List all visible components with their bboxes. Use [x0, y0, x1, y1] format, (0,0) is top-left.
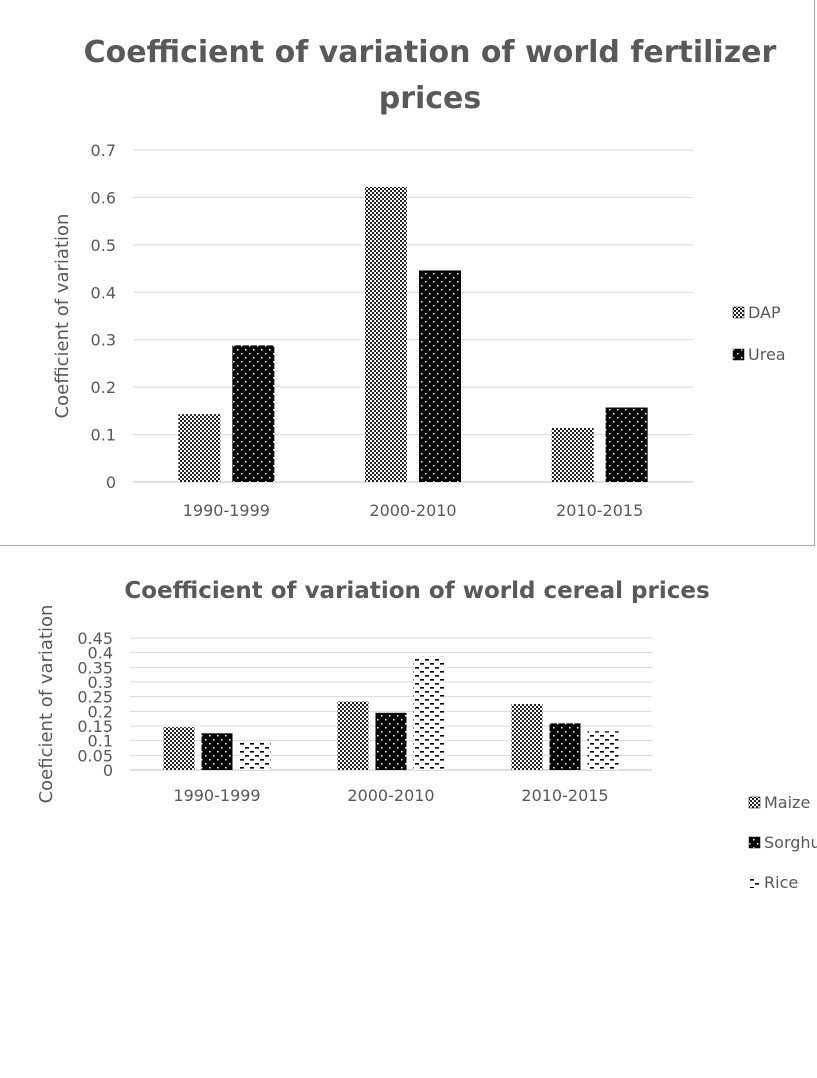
- cereal-chart-svg: Coefficient of variation of world cereal…: [36, 578, 817, 892]
- bar-dap-2000-2010: [365, 186, 407, 482]
- fertilizer-chart-svg: Coefficient of variation of world fertil…: [52, 35, 786, 520]
- y-tick-label: 0.1: [91, 426, 116, 445]
- x-tick-label: 1990-1999: [183, 501, 270, 520]
- y-tick-label: 0.35: [77, 658, 113, 677]
- x-tick-label: 2010-2015: [556, 501, 643, 520]
- y-tick-label: 0.1: [88, 732, 113, 751]
- legend-label-sorghum: Sorghum: [764, 833, 817, 852]
- legend-swatch-dap: [732, 306, 745, 319]
- legend-label-maize: Maize: [764, 793, 810, 812]
- legend-label-urea: Urea: [748, 345, 786, 364]
- bar-urea-2000-2010: [419, 270, 461, 482]
- chart-title: Coefficient of variation of world cereal…: [124, 578, 709, 604]
- legend-swatch-rice: [749, 877, 760, 888]
- legend-label-dap: DAP: [748, 303, 781, 322]
- x-tick-label: 2010-2015: [521, 786, 608, 805]
- bar-rice-1990-1999: [239, 742, 271, 770]
- y-tick-label: 0: [106, 473, 116, 492]
- y-tick-label: 0.5: [91, 236, 116, 255]
- y-tick-label: 0.2: [88, 702, 113, 721]
- cereal-chart: Coefficient of variation of world cereal…: [0, 550, 817, 1078]
- bar-sorghum-2000-2010: [375, 712, 407, 770]
- legend-label-rice: Rice: [764, 873, 798, 892]
- y-tick-label: 0.15: [77, 717, 113, 736]
- y-tick-label: 0.05: [77, 746, 113, 765]
- y-tick-label: 0.4: [91, 283, 116, 302]
- y-tick-label: 0.25: [77, 688, 113, 707]
- y-tick-label: 0.4: [88, 644, 113, 663]
- y-tick-label: 0: [103, 761, 113, 780]
- y-tick-label: 0.7: [91, 141, 116, 160]
- y-tick-label: 0.45: [77, 629, 113, 648]
- chart-title: prices: [379, 81, 482, 116]
- x-tick-label: 2000-2010: [347, 786, 434, 805]
- legend-swatch-urea: [732, 348, 745, 361]
- y-tick-label: 0.6: [91, 188, 116, 207]
- legend-swatch-sorghum: [748, 836, 761, 849]
- y-axis-title: Coefficient of variation: [52, 214, 73, 419]
- bar-maize-1990-1999: [163, 727, 195, 770]
- bar-sorghum-2010-2015: [549, 723, 581, 770]
- legend-swatch-maize: [748, 796, 761, 809]
- x-tick-label: 1990-1999: [173, 786, 260, 805]
- bar-dap-1990-1999: [178, 414, 221, 482]
- bar-urea-2010-2015: [605, 407, 648, 482]
- bar-rice-2000-2010: [413, 656, 445, 770]
- fertilizer-chart: Coefficient of variation of world fertil…: [0, 0, 815, 546]
- bar-maize-2010-2015: [511, 704, 543, 770]
- bar-urea-1990-1999: [232, 345, 275, 482]
- bar-rice-2010-2015: [587, 731, 619, 770]
- y-tick-label: 0.3: [91, 331, 116, 350]
- y-axis-title: Coeficient of variation: [36, 605, 57, 804]
- y-tick-label: 0.2: [91, 378, 116, 397]
- chart-title: Coefficient of variation of world fertil…: [84, 35, 777, 70]
- bar-sorghum-1990-1999: [201, 733, 233, 770]
- bar-maize-2000-2010: [337, 701, 369, 770]
- y-tick-label: 0.3: [88, 673, 113, 692]
- bar-dap-2010-2015: [551, 427, 594, 482]
- x-tick-label: 2000-2010: [369, 501, 456, 520]
